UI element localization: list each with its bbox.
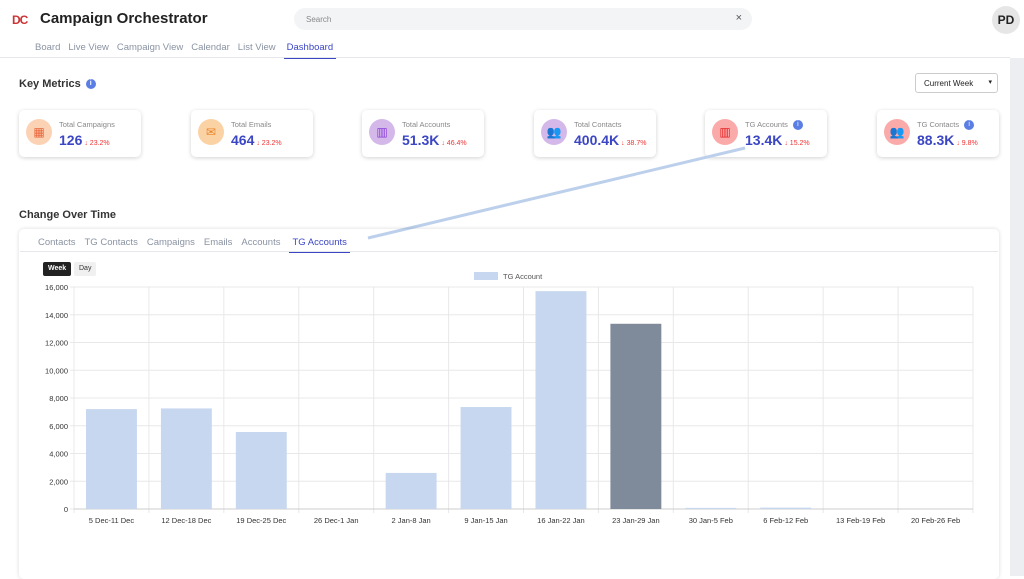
x-tick-label: 5 Dec-11 Dec — [89, 516, 135, 525]
tab-emails[interactable]: Emails — [203, 237, 233, 248]
tab-contacts[interactable]: Contacts — [38, 237, 76, 248]
x-tick-label: 2 Jan-8 Jan — [392, 516, 431, 525]
bar — [160, 408, 212, 509]
bar — [86, 409, 137, 509]
y-tick-label: 16,000 — [45, 283, 68, 292]
nav-list-view[interactable]: List View — [237, 42, 276, 53]
email-icon: ✉ — [198, 119, 224, 145]
metric-label: Total Emails — [231, 120, 272, 129]
y-tick-label: 10,000 — [45, 366, 68, 375]
search-input[interactable]: Search × — [294, 8, 752, 30]
metric-value: 400.4K ↓ 38.7% — [574, 132, 647, 148]
logo[interactable]: DC — [12, 13, 28, 27]
bar — [610, 323, 662, 509]
users-icon: 👥 — [884, 119, 910, 145]
x-tick-label: 20 Feb-26 Feb — [911, 516, 960, 525]
nav-calendar[interactable]: Calendar — [191, 42, 230, 53]
y-tick-label: 4,000 — [49, 450, 68, 459]
y-tick-label: 8,000 — [49, 394, 68, 403]
tab-divider — [20, 251, 998, 252]
bar — [685, 507, 737, 509]
metric-card[interactable]: ▥ TG Accounts i 13.4K ↓ 15.2% — [705, 110, 827, 157]
x-tick-label: 26 Dec-1 Jan — [314, 516, 359, 525]
metric-card[interactable]: ▥ Total Accounts 51.3K ↓ 46.4% — [362, 110, 484, 157]
app-title: Campaign Orchestrator — [40, 10, 208, 27]
change-over-time-heading: Change Over Time — [19, 209, 116, 221]
y-tick-label: 0 — [64, 505, 68, 514]
nav-dashboard[interactable]: Dashboard — [283, 42, 337, 59]
metric-value: 13.4K ↓ 15.2% — [745, 132, 810, 148]
key-metrics-heading: Key Metrics i — [19, 78, 96, 90]
info-icon[interactable]: i — [85, 79, 96, 90]
x-tick-label: 30 Jan-5 Feb — [689, 516, 733, 525]
info-icon[interactable]: i — [792, 120, 803, 131]
metric-change: ↓ 46.4% — [441, 140, 467, 147]
x-tick-label: 13 Feb-19 Feb — [836, 516, 885, 525]
building-icon: ▥ — [712, 119, 738, 145]
legend-label: TG Account — [503, 272, 543, 281]
period-select[interactable]: Current Week ▾ — [915, 73, 998, 93]
building-icon: ▥ — [369, 119, 395, 145]
scrollbar[interactable] — [1010, 58, 1024, 576]
x-tick-label: 23 Jan-29 Jan — [612, 516, 660, 525]
metric-label: Total Contacts — [574, 120, 622, 129]
x-tick-label: 6 Feb-12 Feb — [763, 516, 808, 525]
metric-label: Total Accounts — [402, 120, 451, 129]
metric-card[interactable]: ▦ Total Campaigns 126 ↓ 23.2% — [19, 110, 141, 157]
main-nav: Board Live View Campaign View Calendar L… — [35, 42, 337, 59]
x-tick-label: 16 Jan-22 Jan — [537, 516, 585, 525]
y-tick-label: 6,000 — [49, 422, 68, 431]
bar — [760, 507, 812, 509]
bar — [235, 431, 287, 509]
campaign-icon: ▦ — [26, 119, 52, 145]
info-icon[interactable]: i — [964, 120, 975, 131]
search-placeholder: Search — [306, 15, 332, 24]
y-tick-label: 2,000 — [49, 477, 68, 486]
metric-value: 51.3K ↓ 46.4% — [402, 132, 467, 148]
y-tick-label: 12,000 — [45, 339, 68, 348]
clear-icon[interactable]: × — [735, 12, 742, 24]
metric-card[interactable]: ✉ Total Emails 464 ↓ 23.2% — [191, 110, 313, 157]
x-tick-label: 9 Jan-15 Jan — [464, 516, 507, 525]
chart-tabs: Contacts TG Contacts Campaigns Emails Ac… — [38, 237, 350, 253]
week-toggle[interactable]: Week — [43, 262, 72, 276]
metric-change: ↓ 15.2% — [784, 140, 810, 147]
day-toggle[interactable]: Day — [74, 262, 97, 276]
metric-label: TG Contacts i — [917, 120, 975, 131]
nav-campaign-view[interactable]: Campaign View — [116, 42, 184, 53]
bar — [535, 291, 587, 509]
y-tick-label: 14,000 — [45, 311, 68, 320]
tab-tg-accounts[interactable]: TG Accounts — [289, 237, 350, 253]
metric-label: Total Campaigns — [59, 120, 115, 129]
metric-change: ↓ 23.2% — [84, 140, 110, 147]
nav-board[interactable]: Board — [35, 42, 61, 53]
metric-change: ↓ 23.2% — [256, 140, 282, 147]
metric-change: ↓ 9.8% — [956, 140, 978, 147]
avatar[interactable]: PD — [992, 6, 1020, 34]
legend-swatch — [474, 272, 498, 280]
x-tick-label: 12 Dec-18 Dec — [161, 516, 211, 525]
metric-value: 464 ↓ 23.2% — [231, 132, 282, 148]
metric-change: ↓ 38.7% — [621, 140, 647, 147]
chevron-down-icon: ▾ — [988, 79, 992, 86]
metric-card[interactable]: 👥 Total Contacts 400.4K ↓ 38.7% — [534, 110, 656, 157]
tab-accounts[interactable]: Accounts — [241, 237, 281, 248]
bar — [385, 472, 437, 509]
metric-card[interactable]: 👥 TG Contacts i 88.3K ↓ 9.8% — [877, 110, 999, 157]
users-icon: 👥 — [541, 119, 567, 145]
tab-campaigns[interactable]: Campaigns — [146, 237, 195, 248]
tab-tg-contacts[interactable]: TG Contacts — [84, 237, 138, 248]
divider — [0, 57, 1010, 58]
x-tick-label: 19 Dec-25 Dec — [236, 516, 286, 525]
metric-label: TG Accounts i — [745, 120, 803, 131]
metric-value: 88.3K ↓ 9.8% — [917, 132, 978, 148]
bar — [460, 407, 512, 509]
nav-live-view[interactable]: Live View — [68, 42, 109, 53]
metric-value: 126 ↓ 23.2% — [59, 132, 110, 148]
